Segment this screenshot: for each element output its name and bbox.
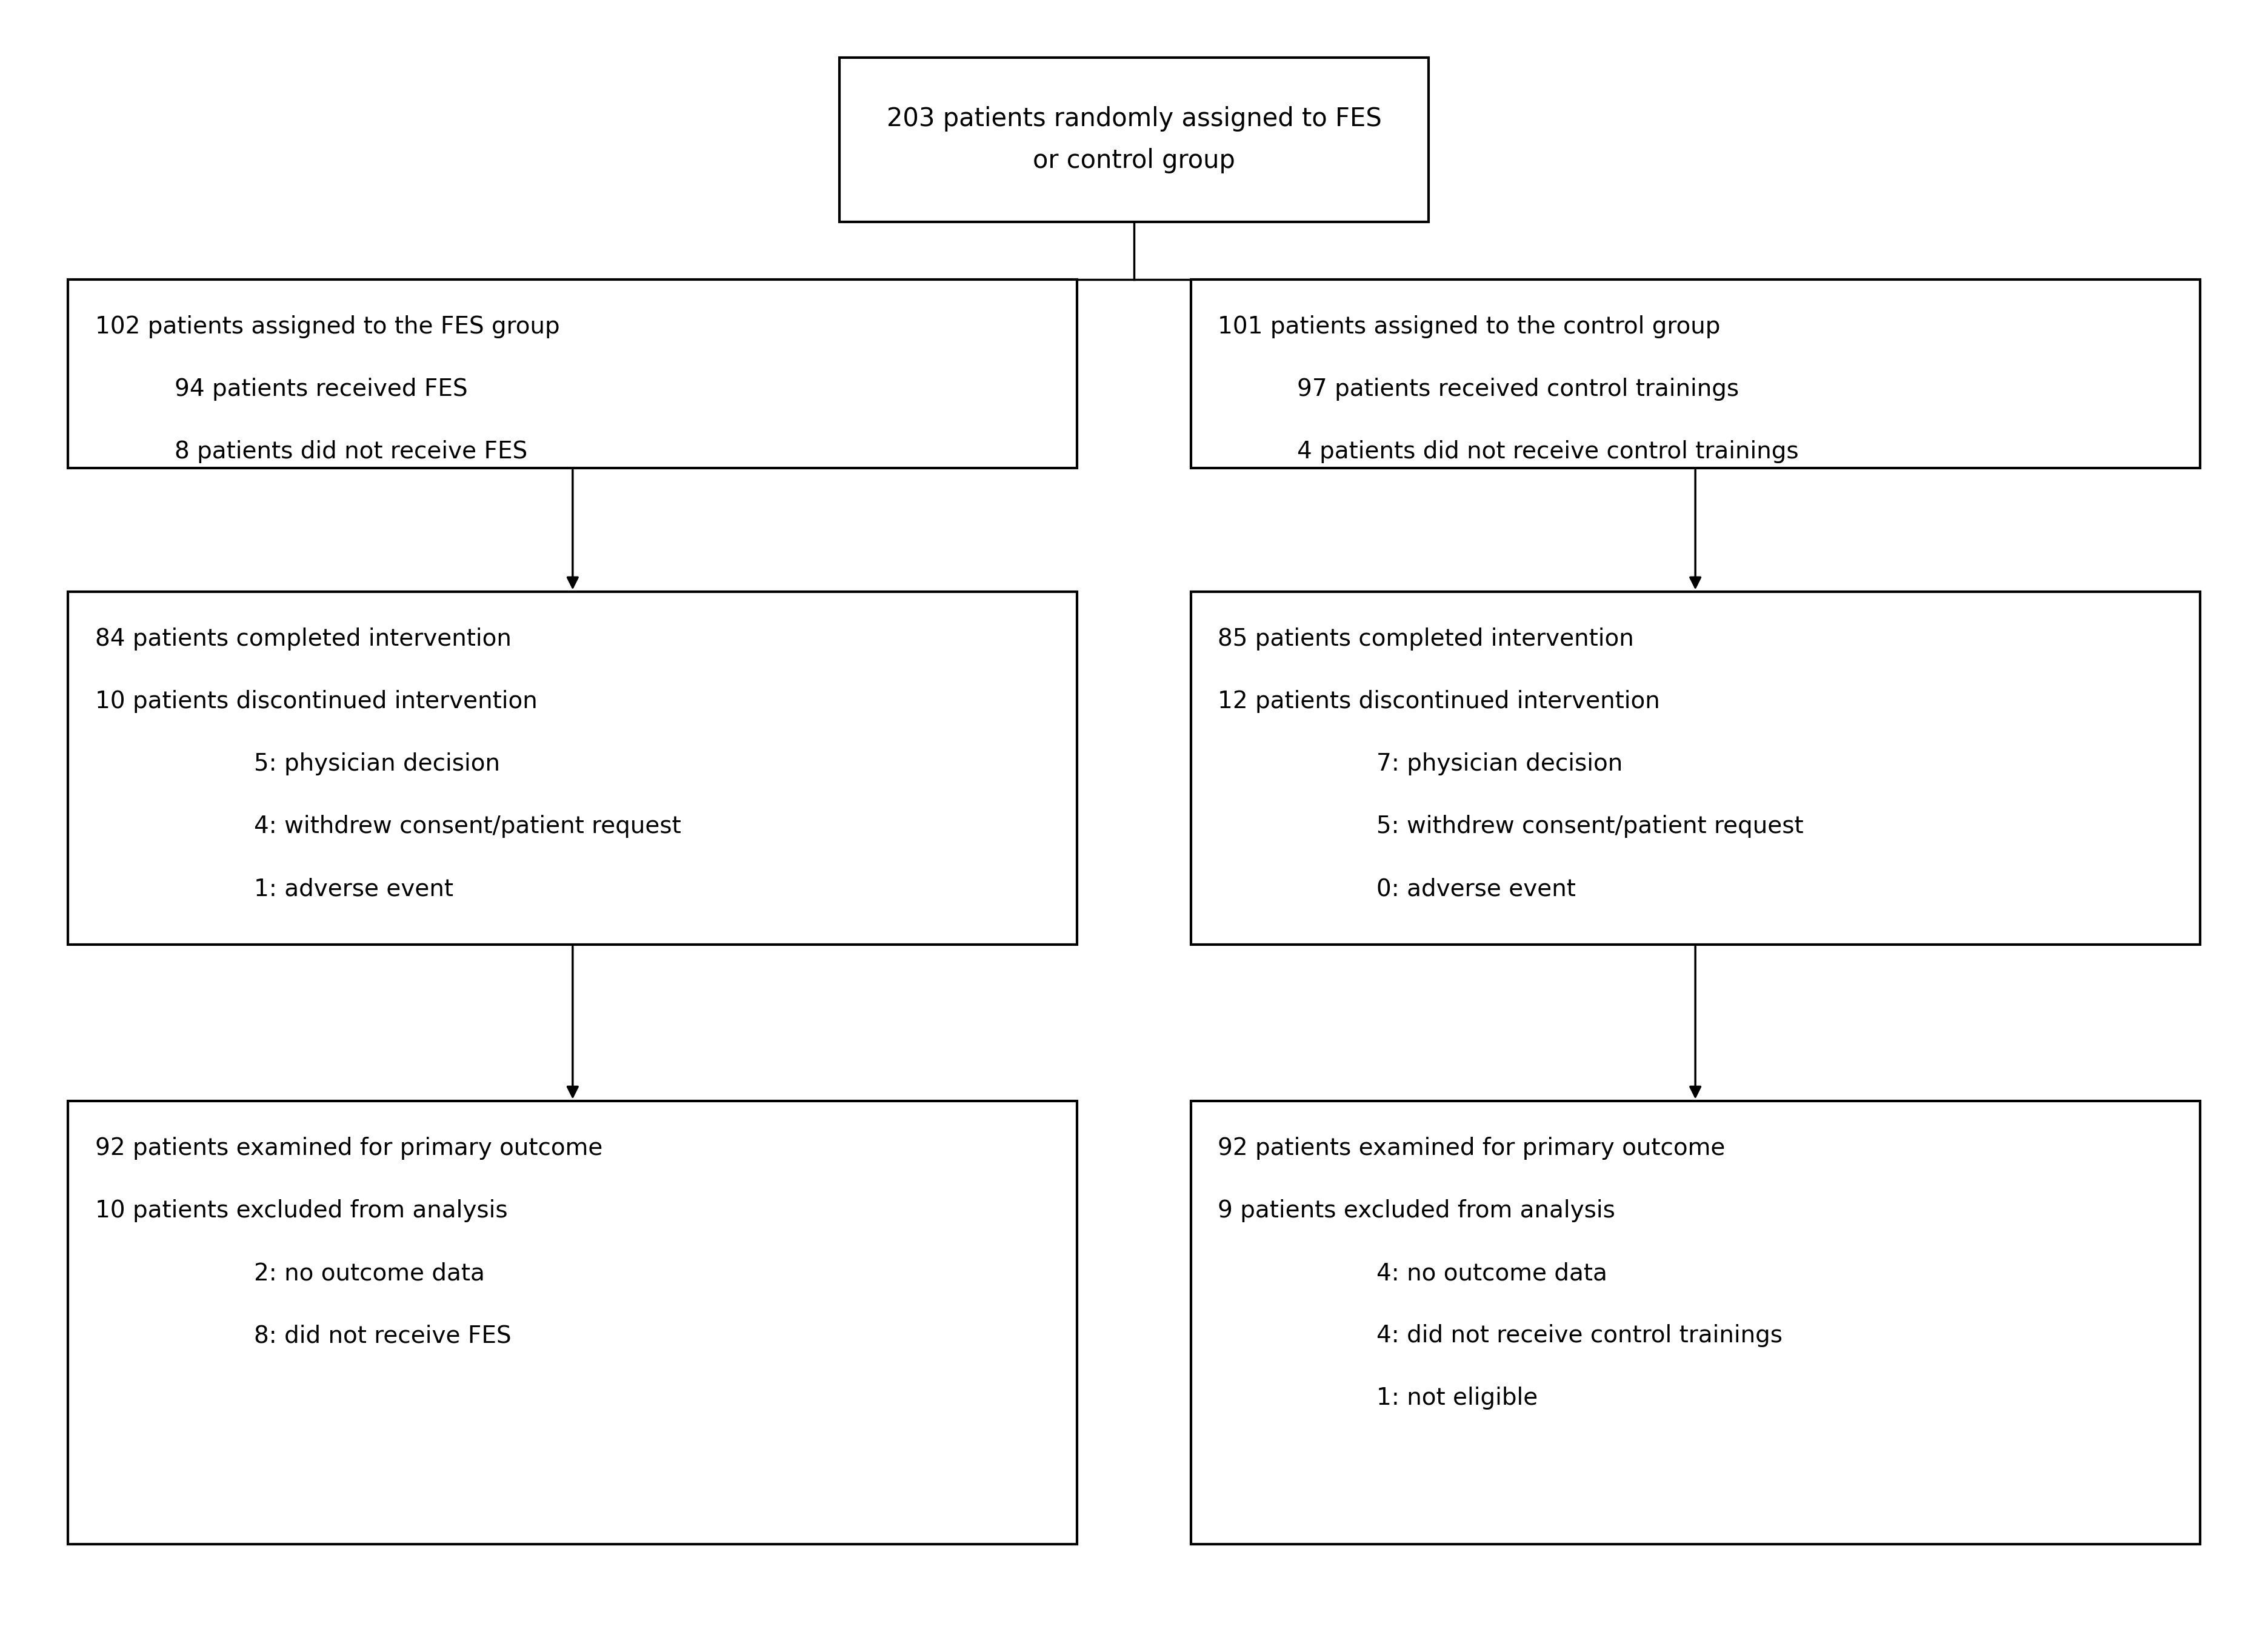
Text: 102 patients assigned to the FES group: 102 patients assigned to the FES group xyxy=(95,315,560,338)
Text: 2: no outcome data: 2: no outcome data xyxy=(254,1262,485,1285)
Bar xyxy=(68,1101,1077,1544)
Text: 97 patients received control trainings: 97 patients received control trainings xyxy=(1297,378,1740,401)
Bar xyxy=(839,58,1429,222)
Text: 101 patients assigned to the control group: 101 patients assigned to the control gro… xyxy=(1218,315,1721,338)
Text: 92 patients examined for primary outcome: 92 patients examined for primary outcome xyxy=(95,1137,603,1160)
Text: 84 patients completed intervention: 84 patients completed intervention xyxy=(95,628,513,651)
Bar xyxy=(1191,1101,2200,1544)
Text: 10 patients excluded from analysis: 10 patients excluded from analysis xyxy=(95,1199,508,1222)
Text: 10 patients discontinued intervention: 10 patients discontinued intervention xyxy=(95,690,538,713)
Text: 94 patients received FES: 94 patients received FES xyxy=(175,378,467,401)
Bar xyxy=(68,591,1077,945)
Text: 5: withdrew consent/patient request: 5: withdrew consent/patient request xyxy=(1377,815,1803,838)
Text: 92 patients examined for primary outcome: 92 patients examined for primary outcome xyxy=(1218,1137,1726,1160)
Text: 4: withdrew consent/patient request: 4: withdrew consent/patient request xyxy=(254,815,680,838)
Bar xyxy=(68,279,1077,468)
Text: 5: physician decision: 5: physician decision xyxy=(254,752,499,775)
Text: 8: did not receive FES: 8: did not receive FES xyxy=(254,1324,510,1347)
Text: 85 patients completed intervention: 85 patients completed intervention xyxy=(1218,628,1635,651)
Bar xyxy=(1191,279,2200,468)
Text: 0: adverse event: 0: adverse event xyxy=(1377,877,1576,900)
Text: 8 patients did not receive FES: 8 patients did not receive FES xyxy=(175,440,528,463)
Text: 1: not eligible: 1: not eligible xyxy=(1377,1387,1538,1410)
Text: 1: adverse event: 1: adverse event xyxy=(254,877,454,900)
Text: 4: no outcome data: 4: no outcome data xyxy=(1377,1262,1608,1285)
Text: 4 patients did not receive control trainings: 4 patients did not receive control train… xyxy=(1297,440,1799,463)
Text: 7: physician decision: 7: physician decision xyxy=(1377,752,1624,775)
Text: 4: did not receive control trainings: 4: did not receive control trainings xyxy=(1377,1324,1783,1347)
Bar xyxy=(1191,591,2200,945)
Text: 203 patients randomly assigned to FES
or control group: 203 patients randomly assigned to FES or… xyxy=(887,107,1381,173)
Text: 12 patients discontinued intervention: 12 patients discontinued intervention xyxy=(1218,690,1660,713)
Text: 9 patients excluded from analysis: 9 patients excluded from analysis xyxy=(1218,1199,1615,1222)
